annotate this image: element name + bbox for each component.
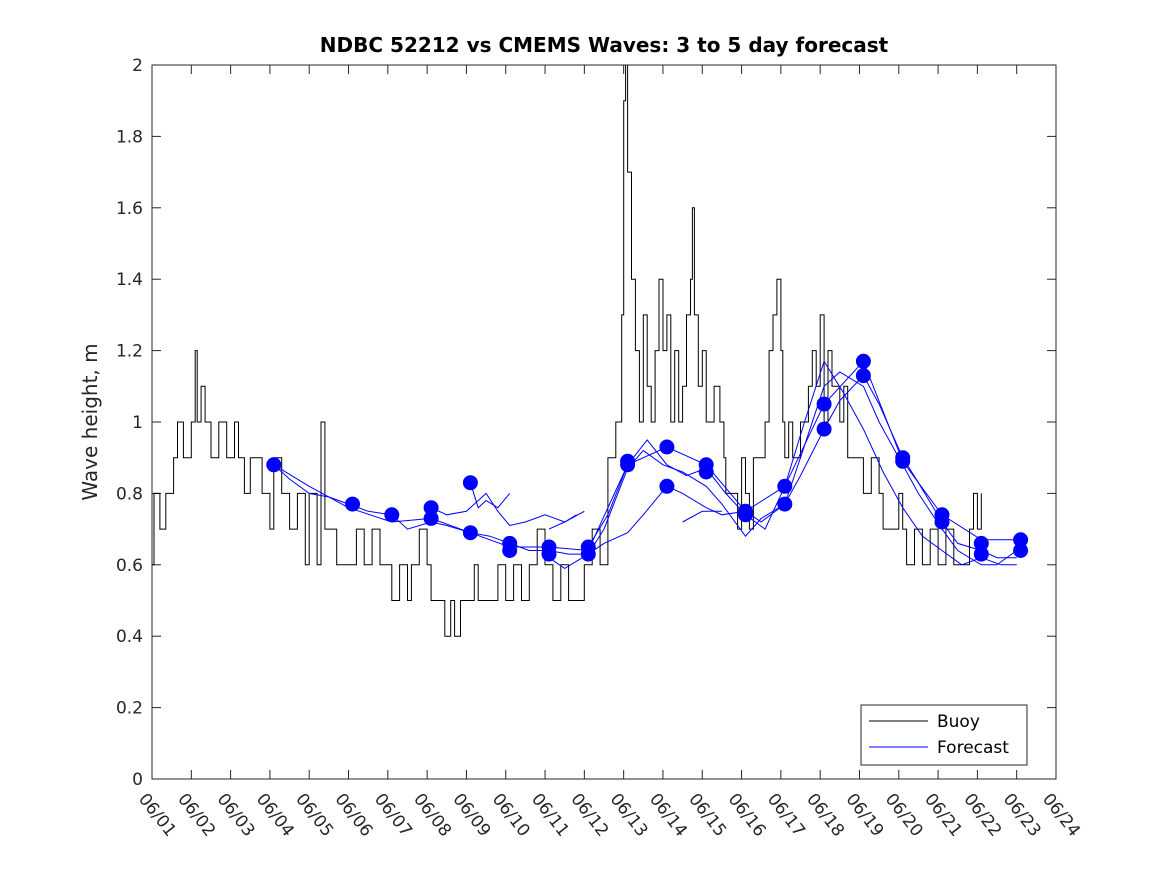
plot-frame xyxy=(151,64,1057,780)
y-tick-label: 0.4 xyxy=(116,627,143,647)
forecast-series-line xyxy=(548,510,585,530)
forecast-marker xyxy=(541,546,557,562)
y-tick-label: 0 xyxy=(132,770,143,790)
y-tick-label: 0.6 xyxy=(116,556,143,576)
legend: Buoy Forecast xyxy=(860,704,1028,766)
forecast-marker xyxy=(855,368,871,384)
y-tick-label: 0.2 xyxy=(116,699,143,719)
forecast-series-line xyxy=(469,482,511,509)
forecast-marker xyxy=(934,514,950,530)
forecast-marker xyxy=(502,543,518,558)
forecast-marker xyxy=(659,439,675,455)
y-tick-label: 1 xyxy=(132,413,143,433)
y-tick-label: 2 xyxy=(132,56,143,76)
forecast-marker xyxy=(423,510,439,526)
forecast-marker xyxy=(659,478,675,494)
forecast-marker xyxy=(1013,543,1029,558)
forecast-marker xyxy=(777,496,793,512)
forecast-marker xyxy=(895,453,911,469)
forecast-marker xyxy=(462,525,478,541)
forecast-marker xyxy=(816,396,832,412)
y-tick-label: 1.6 xyxy=(116,199,143,219)
forecast-marker xyxy=(855,353,871,369)
y-axis-label: Wave height, m xyxy=(78,343,102,500)
legend-buoy-label: Buoy xyxy=(937,712,980,732)
legend-forecast-label: Forecast xyxy=(937,738,1009,758)
forecast-marker xyxy=(698,464,714,480)
forecast-marker xyxy=(738,507,753,523)
forecast-marker xyxy=(345,496,360,512)
forecast-marker xyxy=(620,457,636,473)
y-tick-label: 1.4 xyxy=(116,270,143,290)
y-tick-label: 1.2 xyxy=(116,342,143,362)
forecast-series-line xyxy=(430,492,577,527)
forecast-series-line xyxy=(682,510,722,523)
legend-box xyxy=(860,704,1028,766)
forecast-series-line xyxy=(587,360,1017,566)
forecast-marker xyxy=(777,478,793,494)
forecast-series-line xyxy=(273,360,1017,552)
y-tick-label: 0.8 xyxy=(116,484,143,504)
series-layer xyxy=(152,64,1029,637)
forecast-marker xyxy=(266,457,282,473)
forecast-marker xyxy=(462,475,478,491)
forecast-marker xyxy=(816,421,832,437)
forecast-marker xyxy=(580,546,596,562)
chart-title: NDBC 52212 vs CMEMS Waves: 3 to 5 day fo… xyxy=(320,33,889,57)
forecast-marker xyxy=(384,507,400,523)
forecast-marker xyxy=(973,546,989,562)
y-tick-label: 1.8 xyxy=(116,127,143,147)
plot-area xyxy=(152,65,1056,779)
